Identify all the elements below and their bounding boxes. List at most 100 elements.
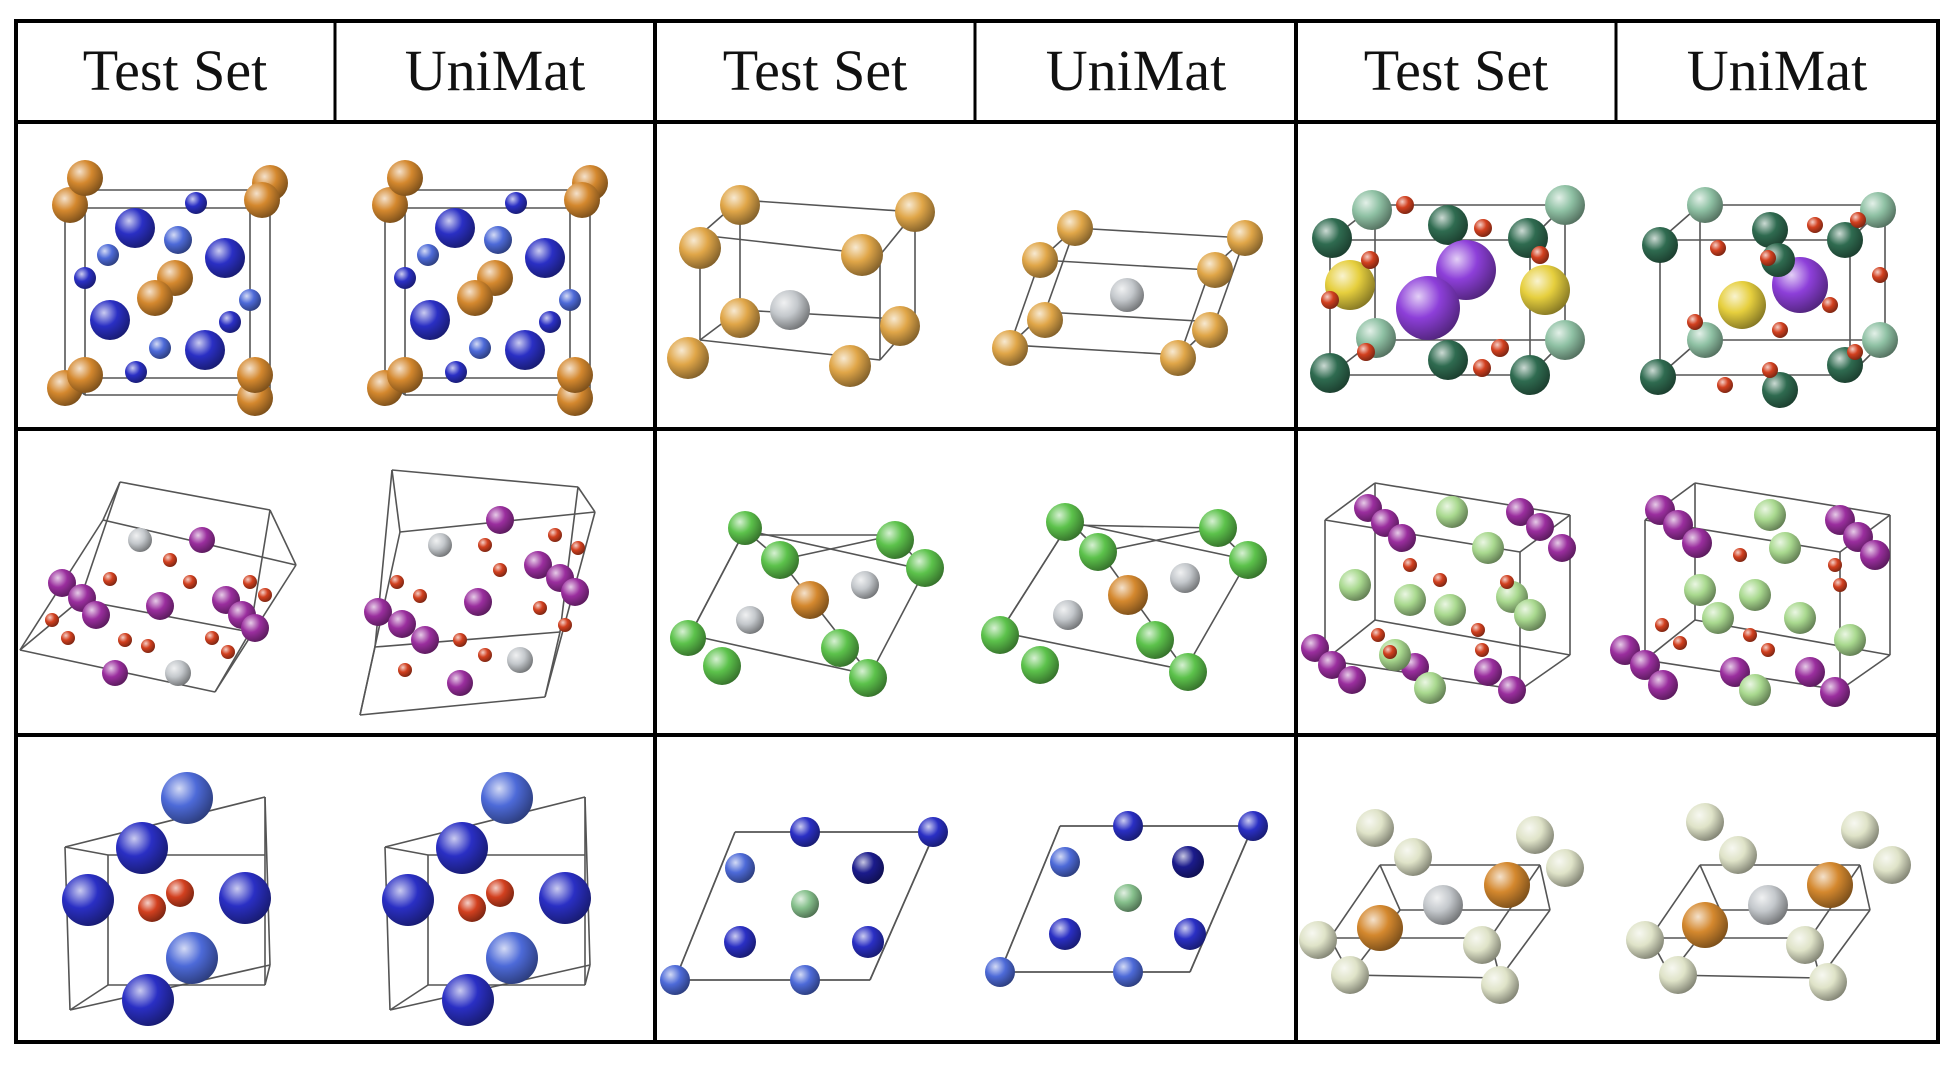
atom-pale: [1356, 809, 1394, 847]
atom-gold: [1192, 312, 1228, 348]
atom-lightblue: [486, 932, 538, 984]
cell-edge: [544, 631, 561, 698]
atom-seagreen: [1860, 192, 1896, 228]
header-unimat-1: UniMat: [405, 38, 585, 103]
atom-gray: [507, 647, 533, 673]
atom-magenta: [561, 578, 589, 606]
atom-lightgreen: [1339, 569, 1371, 601]
atom-blue: [185, 330, 225, 370]
cell-edge: [269, 509, 297, 566]
atom-orange: [1484, 862, 1530, 908]
atom-violet: [1396, 276, 1460, 340]
atom-blue: [1113, 811, 1143, 841]
atom-lightgreen: [1834, 624, 1866, 656]
atom-seagreen: [1545, 320, 1585, 360]
atom-orange: [67, 160, 103, 196]
atom-red: [183, 575, 197, 589]
cell-edge: [1044, 311, 1216, 323]
structure-1-1-testset: [47, 160, 288, 416]
atom-pale: [1719, 836, 1757, 874]
atom-pale: [1331, 956, 1369, 994]
atom-pale: [1299, 921, 1337, 959]
atom-blue: [74, 267, 96, 289]
atom-lightblue: [660, 965, 690, 995]
cell-edge: [1074, 227, 1246, 239]
atom-magenta: [1663, 510, 1693, 540]
atom-blue: [116, 822, 168, 874]
table-grid: [14, 19, 1940, 1044]
atom-lightblue: [985, 957, 1015, 987]
atom-red: [413, 589, 427, 603]
atom-gold: [1197, 252, 1233, 288]
cell-edge: [869, 831, 936, 981]
atom-orange: [557, 357, 593, 393]
atom-gray: [1748, 885, 1788, 925]
atom-lightblue: [161, 772, 213, 824]
structure-1-3-unimat: [1640, 187, 1898, 408]
atom-gray: [1170, 563, 1200, 593]
cell-edge: [1694, 482, 1891, 516]
atom-orange: [791, 581, 829, 619]
cell-edge: [384, 846, 391, 1011]
cell-edge: [744, 529, 926, 571]
header-unimat-3: UniMat: [1687, 38, 1867, 103]
atom-lightgreen: [1739, 579, 1771, 611]
atom-red: [163, 553, 177, 567]
atom-darkgreen: [1762, 372, 1798, 408]
atom-darkgreen: [1428, 205, 1468, 245]
atom-gray: [1423, 885, 1463, 925]
atom-gray: [165, 660, 191, 686]
atom-red: [103, 572, 117, 586]
structure-2-1-testset: [19, 481, 297, 693]
cell-edge: [1039, 259, 1211, 271]
atom-magenta: [1498, 676, 1526, 704]
atom-blue: [185, 192, 207, 214]
atom-lightgreen: [1739, 674, 1771, 706]
atom-magenta: [189, 527, 215, 553]
atom-red: [243, 575, 257, 589]
cell-edge: [1374, 482, 1571, 516]
atom-red: [1847, 344, 1863, 360]
header-testset-1: Test Set: [83, 38, 267, 103]
atom-orange: [67, 357, 103, 393]
cell-edge: [1699, 864, 1721, 911]
atom-lightgreen: [1514, 599, 1546, 631]
atom-lightgreen: [1784, 602, 1816, 634]
cell-edge: [391, 469, 579, 488]
atom-pale: [1394, 838, 1432, 876]
cell-edge: [1374, 619, 1571, 656]
atom-blue: [1049, 918, 1081, 950]
atom-pale: [1516, 816, 1554, 854]
cell-edge: [1189, 825, 1254, 973]
atom-red: [258, 588, 272, 602]
atom-red: [138, 894, 166, 922]
atom-red: [571, 541, 585, 555]
atom-magenta: [1820, 677, 1850, 707]
atom-magenta: [48, 569, 76, 597]
structure-1-2-testset: [667, 185, 935, 387]
atom-red: [1500, 575, 1514, 589]
atom-magenta: [82, 601, 110, 629]
atom-gold: [679, 227, 721, 269]
cell-edge: [1009, 344, 1181, 356]
cell-edge: [1349, 974, 1501, 979]
atom-darkgreen: [1752, 212, 1788, 248]
atom-mint: [1114, 884, 1142, 912]
atom-red: [1761, 643, 1775, 657]
atom-pale: [1463, 926, 1501, 964]
atom-seagreen: [1687, 187, 1723, 223]
atom-orange: [564, 182, 600, 218]
atom-seagreen: [1545, 185, 1585, 225]
atom-red: [1760, 250, 1776, 266]
cell-edge: [359, 646, 376, 716]
cell-edge: [384, 846, 429, 856]
atom-gold: [880, 306, 920, 346]
atom-lightblue: [725, 853, 755, 883]
atom-magenta: [1506, 498, 1534, 526]
atom-lightblue: [97, 244, 119, 266]
cell-edge: [1099, 527, 1216, 553]
cell-edge: [689, 634, 871, 676]
cell-edge: [1499, 909, 1551, 979]
structure-1-2-unimat: [992, 210, 1263, 376]
